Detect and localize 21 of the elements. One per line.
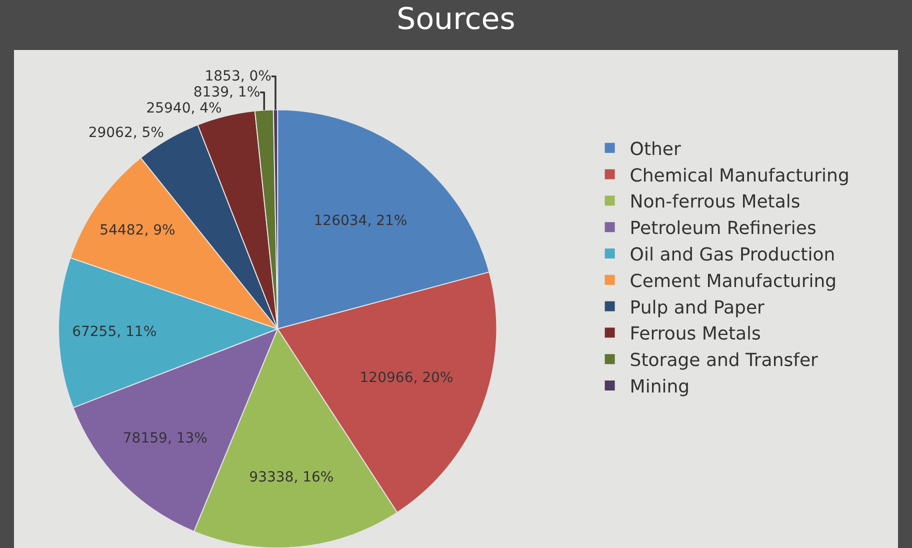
- data-label: 93338, 16%: [249, 470, 334, 486]
- legend-label: Ferrous Metals: [630, 324, 761, 345]
- legend-label: Non-ferrous Metals: [630, 192, 800, 213]
- legend-label: Chemical Manufacturing: [630, 165, 850, 186]
- data-label: 54482, 9%: [100, 222, 176, 238]
- legend-label: Other: [630, 138, 682, 160]
- legend-label: Pulp and Paper: [630, 297, 766, 318]
- data-label: 126034, 21%: [314, 212, 408, 229]
- legend-label: Storage and Transfer: [630, 350, 819, 372]
- legend-label: Oil and Gas Production: [630, 244, 836, 266]
- legend-label: Mining: [630, 376, 690, 398]
- legend-label: Cement Manufacturing: [630, 270, 837, 292]
- data-label: 1853, 0%: [204, 68, 272, 84]
- data-label: 78159, 13%: [122, 430, 208, 447]
- data-label: 67255, 11%: [72, 324, 157, 340]
- data-label: 120966, 20%: [360, 370, 454, 386]
- data-label: 8139, 1%: [193, 84, 260, 100]
- legend-label: Petroleum Refineries: [630, 218, 816, 240]
- data-label: 25940, 4%: [146, 100, 222, 116]
- chart-title: Sources: [396, 2, 516, 38]
- data-label: 29062, 5%: [88, 125, 164, 142]
